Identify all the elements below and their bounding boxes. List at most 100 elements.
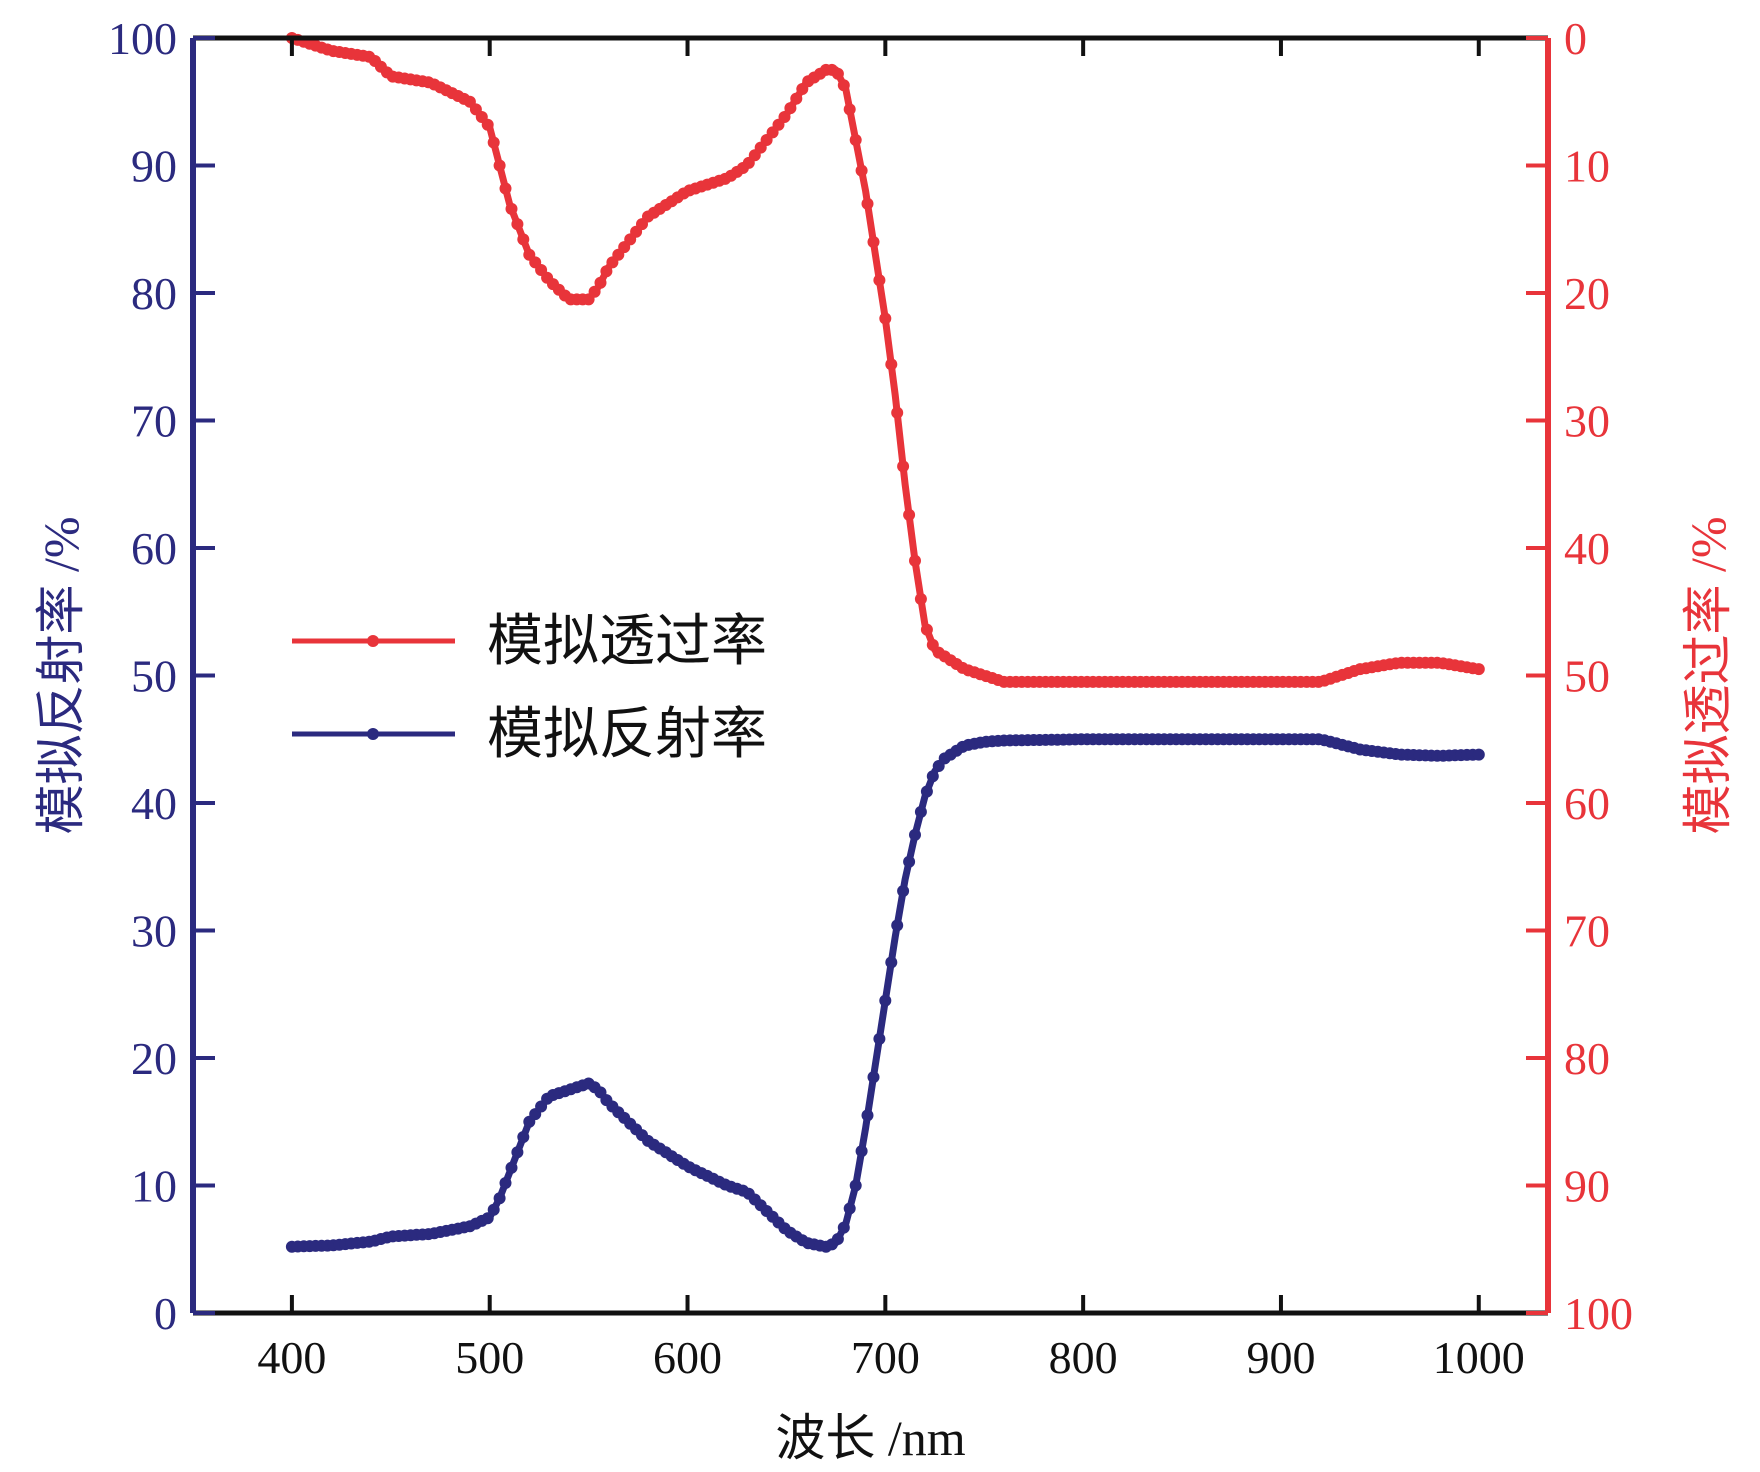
y-left-tick-label: 100 xyxy=(108,13,177,64)
data-point-transmittance xyxy=(511,218,524,231)
y-right-tick-label: 10 xyxy=(1564,141,1610,192)
legend-item-transmittance: 模拟透过率 xyxy=(292,611,767,673)
data-point-transmittance xyxy=(493,159,506,172)
y-left-tick-label: 20 xyxy=(131,1033,177,1084)
y-left-tick-label: 0 xyxy=(154,1288,177,1339)
data-point-reflectance xyxy=(487,1203,500,1216)
data-point-transmittance xyxy=(505,202,518,215)
x-tick-label: 400 xyxy=(257,1332,326,1383)
data-point-transmittance xyxy=(914,593,927,605)
x-tick-label: 900 xyxy=(1246,1332,1315,1383)
data-point-reflectance xyxy=(909,828,921,841)
axis-ticks: 400 500 600 700 800 900 1000010203040506070809… xyxy=(108,13,1633,1383)
data-point-reflectance xyxy=(843,1202,856,1215)
data-point-transmittance xyxy=(600,265,613,278)
data-point-transmittance xyxy=(481,118,494,131)
series-transmittance xyxy=(285,32,1485,688)
data-point-transmittance xyxy=(891,406,904,419)
y-left-tick-label: 60 xyxy=(131,523,177,574)
data-point-transmittance xyxy=(920,623,933,636)
x-tick-label: 500 xyxy=(455,1332,524,1383)
data-point-reflectance xyxy=(873,1032,886,1045)
data-point-reflectance xyxy=(1472,748,1485,761)
series-reflectance xyxy=(285,733,1485,1253)
legend-label-reflectance: 模拟反射率 xyxy=(487,704,767,766)
x-tick-label: 600 xyxy=(653,1332,722,1383)
data-point-reflectance xyxy=(493,1192,506,1205)
data-point-reflectance xyxy=(481,1212,494,1225)
data-point-transmittance xyxy=(790,92,803,105)
data-point-transmittance xyxy=(784,102,797,115)
data-point-reflectance xyxy=(897,885,910,897)
data-point-reflectance xyxy=(867,1071,880,1084)
data-point-transmittance xyxy=(867,236,880,248)
data-point-reflectance xyxy=(855,1145,868,1158)
x-tick-label: 700 xyxy=(851,1332,920,1383)
y-axis-left-title: 模拟反射率 /% xyxy=(33,516,89,834)
data-point-reflectance xyxy=(517,1131,530,1143)
y-right-tick-label: 80 xyxy=(1564,1033,1610,1084)
y-right-tick-label: 0 xyxy=(1564,13,1587,64)
y-axis-right-title: 模拟透过率 /% xyxy=(1680,516,1736,834)
y-right-tick-label: 30 xyxy=(1564,396,1610,447)
x-axis-title: 波长 /nm xyxy=(775,1410,965,1466)
y-right-tick-label: 20 xyxy=(1564,268,1610,319)
data-point-reflectance xyxy=(511,1146,524,1159)
data-point-transmittance xyxy=(903,508,916,521)
y-right-tick-label: 100 xyxy=(1564,1288,1633,1339)
data-point-transmittance xyxy=(1472,663,1485,676)
y-left-tick-label: 70 xyxy=(131,396,177,447)
data-point-transmittance xyxy=(873,274,886,287)
y-left-tick-label: 50 xyxy=(131,651,177,702)
data-point-transmittance xyxy=(837,79,850,92)
data-point-reflectance xyxy=(903,855,916,868)
data-point-reflectance xyxy=(914,805,927,818)
data-point-transmittance xyxy=(588,285,601,298)
data-point-transmittance xyxy=(594,276,607,289)
data-point-transmittance xyxy=(855,164,868,177)
x-tick-label: 800 xyxy=(1049,1332,1118,1383)
data-point-transmittance xyxy=(897,460,910,473)
data-point-transmittance xyxy=(843,103,856,116)
data-point-transmittance xyxy=(909,554,921,567)
y-right-tick-label: 60 xyxy=(1564,778,1610,829)
data-point-transmittance xyxy=(861,197,874,210)
legend-marker-reflectance xyxy=(367,728,379,740)
data-point-reflectance xyxy=(505,1161,518,1174)
data-point-reflectance xyxy=(891,919,904,932)
data-point-transmittance xyxy=(517,233,530,246)
data-point-reflectance xyxy=(885,956,898,969)
y-left-tick-label: 30 xyxy=(131,906,177,957)
y-right-tick-label: 70 xyxy=(1564,906,1610,957)
data-point-reflectance xyxy=(837,1221,850,1234)
data-point-reflectance xyxy=(926,770,939,783)
data-point-transmittance xyxy=(831,67,844,80)
legend-label-transmittance: 模拟透过率 xyxy=(487,611,767,673)
data-point-reflectance xyxy=(499,1177,512,1189)
data-point-transmittance xyxy=(849,134,862,146)
data-point-transmittance xyxy=(885,358,898,371)
y-left-tick-label: 40 xyxy=(131,778,177,829)
data-point-reflectance xyxy=(920,785,933,798)
y-left-tick-label: 90 xyxy=(131,141,177,192)
y-right-tick-label: 40 xyxy=(1564,523,1610,574)
legend-marker-transmittance xyxy=(367,635,379,647)
x-tick-label: 1000 xyxy=(1433,1332,1525,1383)
data-point-transmittance xyxy=(879,312,892,325)
data-point-reflectance xyxy=(861,1109,874,1122)
y-left-tick-label: 80 xyxy=(131,268,177,319)
data-point-reflectance xyxy=(831,1233,844,1245)
data-point-transmittance xyxy=(499,182,512,195)
y-right-tick-label: 50 xyxy=(1564,651,1610,702)
data-point-reflectance xyxy=(849,1179,862,1192)
legend-item-reflectance: 模拟反射率 xyxy=(292,704,767,766)
data-point-reflectance xyxy=(879,994,892,1007)
legend: 模拟透过率 模拟反射率 xyxy=(292,611,767,766)
series-layer xyxy=(285,32,1485,1253)
y-left-tick-label: 10 xyxy=(131,1161,177,1212)
y-right-tick-label: 90 xyxy=(1564,1161,1610,1212)
data-point-transmittance xyxy=(487,136,500,149)
data-point-transmittance xyxy=(778,111,791,123)
